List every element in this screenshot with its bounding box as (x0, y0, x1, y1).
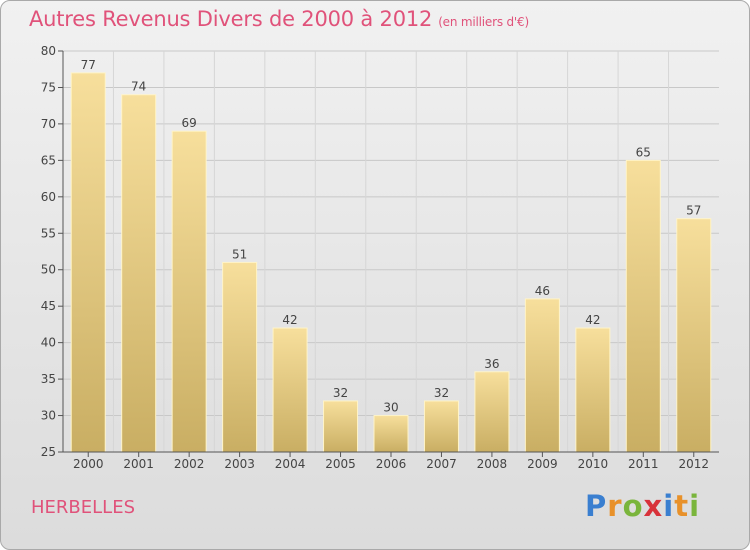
data-label: 42 (585, 313, 600, 327)
bar (625, 159, 661, 453)
y-tick-label: 75 (41, 80, 56, 94)
y-tick-label: 60 (41, 190, 56, 204)
chart-title-text: Autres Revenus Divers de 2000 à 2012 (29, 7, 433, 31)
bar (676, 218, 712, 453)
x-tick-label: 2003 (224, 457, 255, 471)
data-labels: 77 74 69 51 42 32 30 32 36 46 42 65 57 (81, 58, 702, 415)
x-tick-label: 2012 (678, 457, 709, 471)
proxiti-logo: Proxiti (585, 489, 700, 523)
logo-letter: r (607, 489, 623, 523)
data-label: 30 (383, 401, 398, 415)
axes: 25 30 35 40 45 50 55 60 65 70 75 80 2000 2001 2002 2003… (41, 44, 719, 471)
chart-unit: (en milliers d'€) (438, 15, 529, 29)
data-label: 57 (686, 204, 701, 218)
data-label: 32 (434, 386, 449, 400)
y-tick-label: 50 (41, 263, 56, 277)
x-tick-label: 2011 (628, 457, 659, 471)
data-label: 46 (535, 284, 550, 298)
x-tick-label: 2002 (174, 457, 205, 471)
commune-name: HERBELLES (31, 497, 135, 518)
bar (423, 400, 459, 453)
y-tick-label: 35 (41, 372, 56, 386)
data-label: 42 (282, 313, 297, 327)
bar (575, 327, 611, 453)
y-tick-label: 80 (41, 44, 56, 58)
data-label: 77 (81, 58, 96, 72)
y-tick-label: 70 (41, 117, 56, 131)
data-label: 69 (182, 116, 197, 130)
data-label: 74 (131, 80, 146, 94)
data-label: 65 (636, 145, 651, 159)
data-label: 36 (484, 357, 499, 371)
bar (323, 400, 359, 453)
x-tick-label: 2005 (325, 457, 356, 471)
gridlines (63, 50, 719, 453)
x-tick-label: 2009 (527, 457, 558, 471)
bar (121, 94, 157, 453)
x-tick-label: 2007 (426, 457, 457, 471)
bars (70, 72, 712, 453)
data-label: 32 (333, 386, 348, 400)
bar (222, 261, 258, 453)
bar (474, 371, 510, 453)
bar (272, 327, 308, 453)
x-tick-label: 2006 (376, 457, 407, 471)
chart-title: Autres Revenus Divers de 2000 à 2012 (en … (29, 7, 529, 31)
x-tick-label: 2001 (123, 457, 154, 471)
bar (373, 415, 409, 453)
x-tick-label: 2004 (275, 457, 306, 471)
y-tick-label: 25 (41, 445, 56, 459)
logo-letter: i (689, 489, 701, 523)
x-tick-label: 2000 (73, 457, 104, 471)
y-tick-label: 30 (41, 409, 56, 423)
x-tick-label: 2010 (578, 457, 609, 471)
bar (70, 72, 106, 453)
logo-letter: o (622, 489, 644, 523)
y-tick-label: 55 (41, 226, 56, 240)
y-tick-label: 45 (41, 299, 56, 313)
bar (171, 130, 207, 453)
logo-letter: i (663, 489, 675, 523)
bar (524, 298, 560, 453)
y-tick-label: 65 (41, 153, 56, 167)
data-label: 51 (232, 247, 247, 261)
logo-letter: t (674, 489, 690, 523)
logo-letter: x (643, 489, 664, 523)
x-tick-label: 2008 (477, 457, 508, 471)
logo-letter: P (585, 489, 608, 523)
y-tick-label: 40 (41, 336, 56, 350)
